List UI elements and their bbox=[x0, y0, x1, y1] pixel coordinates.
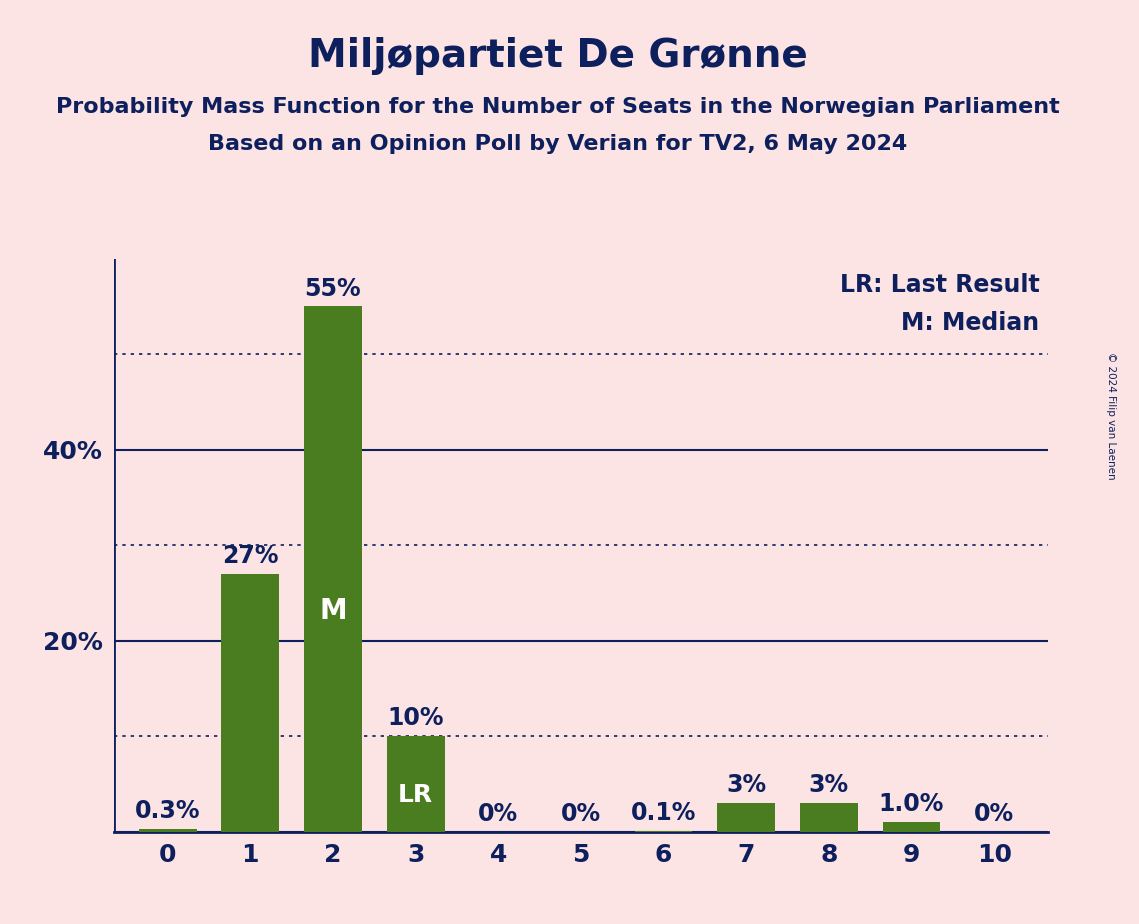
Text: 0%: 0% bbox=[974, 802, 1014, 826]
Bar bbox=[883, 822, 941, 832]
Text: Miljøpartiet De Grønne: Miljøpartiet De Grønne bbox=[309, 37, 808, 75]
Text: LR: Last Result: LR: Last Result bbox=[839, 274, 1040, 297]
Bar bbox=[634, 831, 693, 832]
Text: © 2024 Filip van Laenen: © 2024 Filip van Laenen bbox=[1106, 352, 1115, 480]
Text: 0%: 0% bbox=[478, 802, 518, 826]
Text: 0.1%: 0.1% bbox=[631, 801, 696, 825]
Text: 10%: 10% bbox=[387, 706, 444, 730]
Text: 3%: 3% bbox=[727, 773, 767, 797]
Bar bbox=[800, 803, 858, 832]
Text: 0.3%: 0.3% bbox=[134, 799, 200, 823]
Bar bbox=[386, 736, 444, 832]
Text: M: M bbox=[319, 597, 346, 625]
Text: 3%: 3% bbox=[809, 773, 849, 797]
Text: Based on an Opinion Poll by Verian for TV2, 6 May 2024: Based on an Opinion Poll by Verian for T… bbox=[208, 134, 908, 154]
Bar bbox=[304, 307, 362, 832]
Text: M: Median: M: Median bbox=[901, 311, 1040, 335]
Text: 27%: 27% bbox=[222, 544, 279, 568]
Text: LR: LR bbox=[398, 784, 433, 808]
Bar bbox=[718, 803, 776, 832]
Text: 55%: 55% bbox=[304, 276, 361, 300]
Text: 0%: 0% bbox=[560, 802, 601, 826]
Text: 1.0%: 1.0% bbox=[879, 792, 944, 816]
Bar bbox=[221, 574, 279, 832]
Bar bbox=[139, 829, 197, 832]
Text: Probability Mass Function for the Number of Seats in the Norwegian Parliament: Probability Mass Function for the Number… bbox=[56, 97, 1060, 117]
